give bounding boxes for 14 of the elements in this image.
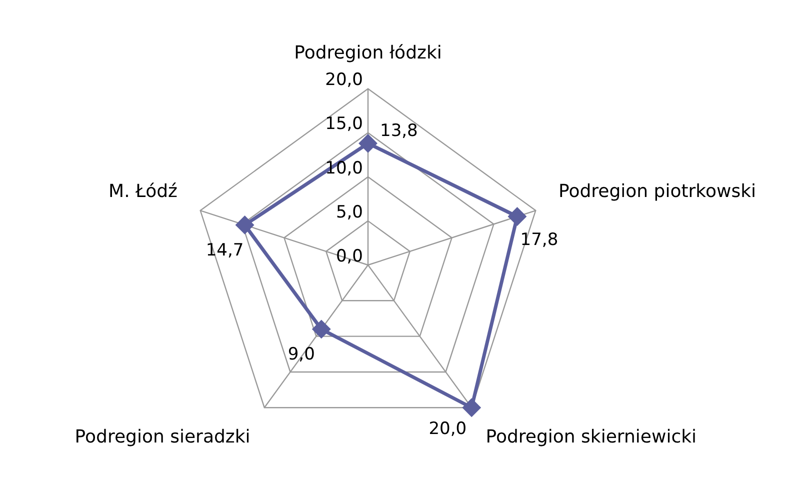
- spoke-label: Podregion piotrkowski: [558, 180, 756, 202]
- data-label: 17,8: [520, 230, 558, 250]
- spoke-label: Podregion sieradzki: [74, 426, 250, 448]
- y-tick-label: 0,0: [336, 246, 363, 266]
- data-label: 9,0: [288, 344, 315, 365]
- data-label: 14,7: [206, 240, 244, 260]
- data-label: 20,0: [428, 419, 467, 440]
- spoke-label: M. Łódź: [108, 180, 178, 202]
- data-label: 13,8: [380, 120, 418, 141]
- y-tick-label: 20,0: [325, 70, 363, 90]
- spoke-label: Podregion łódzki: [294, 42, 442, 64]
- y-tick-label: 5,0: [336, 202, 363, 222]
- y-tick-label: 15,0: [325, 114, 363, 134]
- spoke-label: Podregion skierniewicki: [486, 426, 697, 448]
